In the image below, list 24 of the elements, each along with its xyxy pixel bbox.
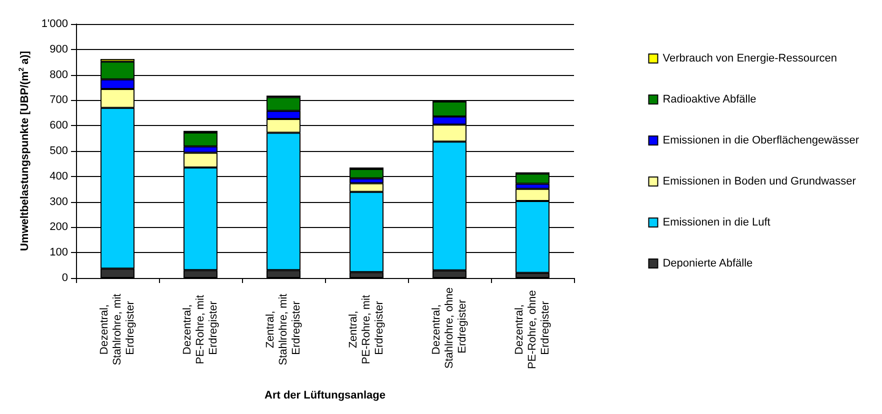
legend-label: Emissionen in die Luft [662, 216, 770, 228]
y-tick-label: 100 [50, 246, 68, 259]
y-tick-label: 0 [62, 272, 68, 284]
legend-label: Radioaktive Abfälle [662, 94, 756, 106]
legend-label: Emissionen in Boden und Grundwasser [662, 176, 856, 188]
y-tick-label: 900 [50, 43, 68, 56]
y-tick-label: 600 [50, 120, 68, 132]
legend-label: Deponierte Abfälle [662, 258, 753, 270]
legend-label: Emissionen in die Oberflächengewässer [662, 134, 860, 146]
y-tick-label: 700 [50, 94, 68, 106]
legend-label: Verbrauch von Energie-Ressourcen [662, 52, 837, 64]
x-axis-title: Art der Lüftungsanlage [264, 390, 386, 402]
x-tick-label: Dezentral, PE-Rohre, ohne Erdregister [514, 287, 552, 369]
y-tick-label: 800 [50, 68, 68, 81]
y-tick-label: 200 [50, 221, 68, 234]
y-tick-label: 400 [50, 170, 68, 182]
x-tick-label: Dezentral, Stahlrohre, ohne Erdregister [430, 287, 468, 369]
y-tick-label: 300 [50, 196, 68, 208]
y-tick-label: 1'000 [41, 18, 68, 30]
x-tick-label: Zentral, PE-Rohre, mit Erdregister [348, 292, 386, 364]
x-tick-label: Zentral, Stahlrohre, mit Erdregister [264, 290, 302, 366]
x-tick-label: Dezentral, Stahlrohre, mit Erdregister [98, 290, 136, 366]
y-tick-label: 500 [50, 145, 68, 157]
x-tick-label: Dezentral, PE-Rohre, mit Erdregister [182, 292, 220, 364]
